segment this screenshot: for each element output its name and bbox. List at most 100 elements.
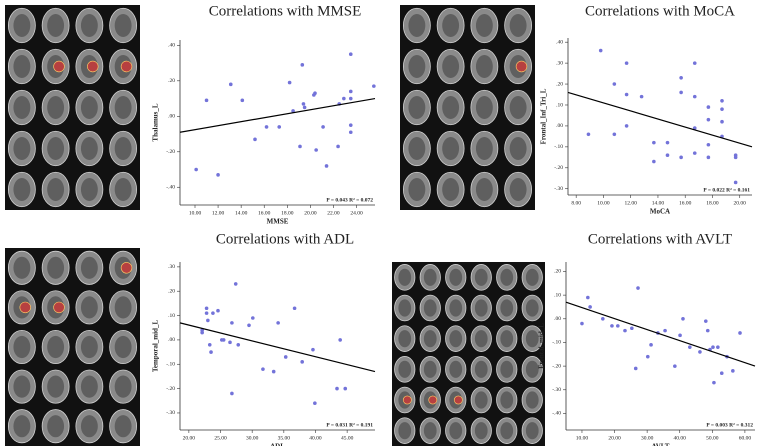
brain-inner	[80, 96, 98, 119]
chart-title: Correlations with AVLT	[588, 231, 732, 247]
point	[233, 282, 238, 286]
point	[610, 324, 614, 328]
activation	[120, 262, 133, 274]
point	[343, 386, 348, 391]
brain-inner	[525, 268, 539, 286]
x-tick-label: 8.00	[571, 200, 581, 206]
point	[348, 96, 353, 101]
y-tick-label: .00	[554, 316, 561, 322]
brain-inner	[474, 391, 488, 409]
activation	[87, 60, 99, 73]
point	[230, 391, 234, 396]
y-tick-label: .20	[556, 81, 563, 87]
point	[623, 328, 627, 333]
point	[194, 167, 198, 172]
x-tick-label: 20.00	[608, 435, 621, 441]
chart-title: Correlations with MoCA	[585, 3, 735, 19]
point	[706, 117, 711, 122]
brain-inner	[398, 330, 412, 348]
activation	[402, 395, 412, 405]
point	[276, 321, 280, 325]
brain-inner	[408, 55, 426, 78]
y-tick-label: -.20	[552, 363, 561, 369]
brain-inner	[114, 415, 132, 438]
point	[230, 321, 234, 325]
brain-inner	[47, 415, 65, 438]
brain-inner	[500, 360, 514, 378]
brain-inner	[13, 137, 31, 160]
point	[720, 119, 724, 124]
brain-inner	[114, 14, 132, 37]
activation	[515, 60, 528, 73]
brain-inner	[509, 137, 527, 160]
point	[216, 308, 220, 313]
brain-inner	[442, 96, 460, 119]
point	[204, 306, 209, 311]
point	[705, 328, 710, 333]
y-tick-label: .20	[168, 78, 175, 84]
point	[679, 75, 683, 80]
y-tick-label: .40	[168, 43, 175, 49]
y-axis-label: Temporal_mid_L	[152, 320, 160, 373]
y-tick-label: -.10	[554, 144, 563, 150]
x-tick-label: 24.00	[350, 210, 363, 216]
activation	[53, 301, 65, 314]
point	[247, 323, 251, 328]
point	[277, 125, 282, 129]
y-tick-label: -.20	[166, 386, 175, 392]
point	[336, 144, 340, 149]
point	[692, 94, 697, 99]
brain-inner	[13, 14, 31, 37]
point	[302, 105, 307, 110]
x-tick-label: 12.00	[625, 200, 638, 206]
annotation: P = 0.031 R² = 0.191	[326, 422, 373, 428]
brain-inner	[474, 330, 488, 348]
point	[711, 345, 715, 349]
point	[253, 137, 257, 142]
brain-inner	[13, 96, 31, 119]
point	[688, 345, 692, 349]
brain-inner	[500, 268, 514, 286]
point	[678, 333, 682, 338]
brain-inner	[47, 375, 65, 398]
x-tick-label: 25.00	[214, 435, 227, 441]
brain-inner	[509, 178, 527, 201]
point	[300, 63, 305, 67]
brain-inner	[408, 178, 426, 201]
point	[733, 155, 738, 160]
brain-inner	[80, 375, 98, 398]
brain-inner	[525, 360, 539, 378]
brain-inner	[13, 55, 31, 78]
point	[228, 340, 232, 345]
point	[342, 96, 346, 101]
point	[291, 109, 295, 113]
brain-inner	[449, 330, 463, 348]
point	[712, 380, 716, 385]
point	[663, 328, 667, 333]
point	[692, 151, 697, 155]
point	[200, 330, 204, 335]
chart-title: Correlations with MMSE	[209, 3, 362, 19]
point	[665, 153, 670, 158]
y-tick-label: -.20	[554, 165, 563, 171]
x-tick-label: 30.00	[246, 435, 259, 441]
fit-line	[567, 91, 753, 148]
point	[636, 286, 640, 290]
y-axis-label: Frontal_Inf_Tri_L	[540, 88, 548, 144]
point	[665, 140, 670, 145]
brain-inner	[80, 335, 98, 359]
point	[692, 61, 697, 65]
y-tick-label: .10	[556, 102, 563, 108]
x-axis-label: MoCA	[650, 208, 670, 216]
x-axis-label: ADL	[270, 443, 285, 446]
fit-line	[565, 301, 756, 367]
point	[612, 82, 617, 86]
x-tick-label: 16.00	[258, 210, 271, 216]
point	[692, 126, 697, 130]
brain-inner	[442, 55, 460, 78]
annotation: P = 0.043 R² = 0.072	[326, 197, 373, 203]
point	[706, 155, 711, 160]
point	[301, 102, 306, 106]
x-tick-label: 30.00	[641, 435, 654, 441]
